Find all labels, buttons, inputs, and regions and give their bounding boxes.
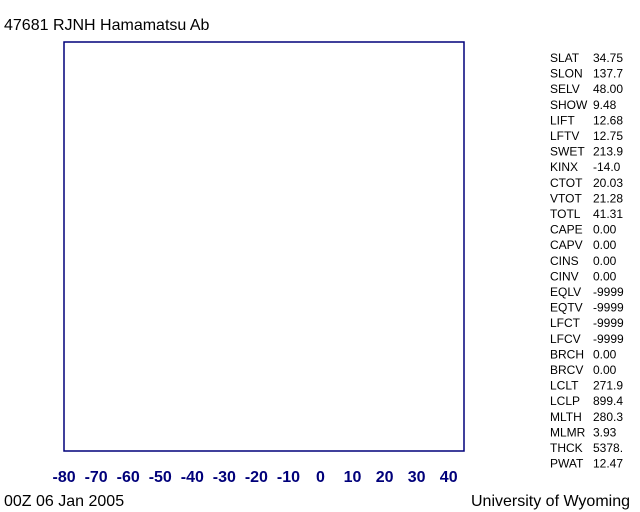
index-value: 9.48: [593, 98, 617, 112]
index-key: EQTV: [550, 301, 583, 315]
index-key: SWET: [550, 145, 585, 159]
index-key: CAPV: [550, 238, 583, 252]
index-key: CINV: [550, 269, 579, 283]
index-value: 21.28: [593, 191, 623, 205]
index-key: SELV: [550, 82, 580, 96]
index-key: SHOW: [550, 98, 588, 112]
temperature-tick-label: -40: [181, 469, 204, 486]
index-key: MLTH: [550, 410, 582, 424]
temperature-tick-label: 0: [316, 469, 325, 486]
index-value: 0.00: [593, 363, 617, 377]
index-value: 41.31: [593, 207, 623, 221]
temperature-tick-label: 30: [408, 469, 426, 486]
index-value: 280.3: [593, 410, 623, 424]
index-key: BRCH: [550, 347, 584, 361]
index-key: MLMR: [550, 425, 586, 439]
index-key: EQLV: [550, 285, 581, 299]
temperature-tick-label: 10: [344, 469, 362, 486]
temperature-axis: -80 -70 -60 -50 -40 -30 -20 -10 0 10 20 30 40: [53, 469, 458, 486]
index-key: TOTL: [550, 207, 581, 221]
index-value: 5378.: [593, 441, 623, 455]
index-key: LIFT: [550, 113, 575, 127]
index-key: CTOT: [550, 176, 583, 190]
index-value: 20.03: [593, 176, 623, 190]
index-key: BRCV: [550, 363, 583, 377]
index-value: -9999: [593, 332, 624, 346]
index-value: 0.00: [593, 223, 617, 237]
temperature-tick-label: -30: [213, 469, 236, 486]
index-value: 899.4: [593, 394, 623, 408]
index-key: KINX: [550, 160, 578, 174]
index-value: 34.75: [593, 51, 623, 65]
index-value: 0.00: [593, 347, 617, 361]
index-value: 0.00: [593, 254, 617, 268]
index-key: THCK: [550, 441, 583, 455]
index-value: 271.9: [593, 379, 623, 393]
index-key: CAPE: [550, 223, 583, 237]
index-value: 12.75: [593, 129, 623, 143]
index-value: 12.68: [593, 113, 623, 127]
index-value: 137.7: [593, 67, 623, 81]
index-key: LCLT: [550, 379, 579, 393]
temperature-tick-label: -60: [117, 469, 140, 486]
temperature-tick-label: -70: [85, 469, 108, 486]
index-key: LFTV: [550, 129, 579, 143]
index-value: -14.0: [593, 160, 621, 174]
footer-date: 00Z 06 Jan 2005: [4, 493, 124, 510]
index-key: SLON: [550, 67, 583, 81]
index-key: PWAT: [550, 457, 584, 471]
index-value: 12.47: [593, 457, 623, 471]
footer-source: University of Wyoming: [471, 493, 630, 510]
index-value: 3.93: [593, 425, 617, 439]
index-value: 0.00: [593, 269, 617, 283]
temperature-tick-label: -10: [277, 469, 300, 486]
chart-title: 47681 RJNH Hamamatsu Ab: [4, 17, 210, 34]
temperature-tick-label: -50: [149, 469, 172, 486]
temperature-tick-label: -20: [245, 469, 268, 486]
plot-frame: [63, 41, 465, 452]
index-value: 213.9: [593, 145, 623, 159]
index-key: CINS: [550, 254, 579, 268]
index-value: -9999: [593, 301, 624, 315]
temperature-tick-label: 20: [376, 469, 394, 486]
index-value: 0.00: [593, 238, 617, 252]
index-key: SLAT: [550, 51, 580, 65]
index-key: VTOT: [550, 191, 582, 205]
stability-indices-table: SLAT 34.75 SLON 137.7 SELV 48.00 SHOW 9.48 LIFT 1…: [550, 51, 624, 471]
index-key: LFCT: [550, 316, 581, 330]
index-value: -9999: [593, 285, 624, 299]
index-key: LCLP: [550, 394, 580, 408]
index-value: 48.00: [593, 82, 623, 96]
temperature-tick-label: 40: [440, 469, 458, 486]
temperature-tick-label: -80: [53, 469, 76, 486]
index-key: LFCV: [550, 332, 581, 346]
index-value: -9999: [593, 316, 624, 330]
